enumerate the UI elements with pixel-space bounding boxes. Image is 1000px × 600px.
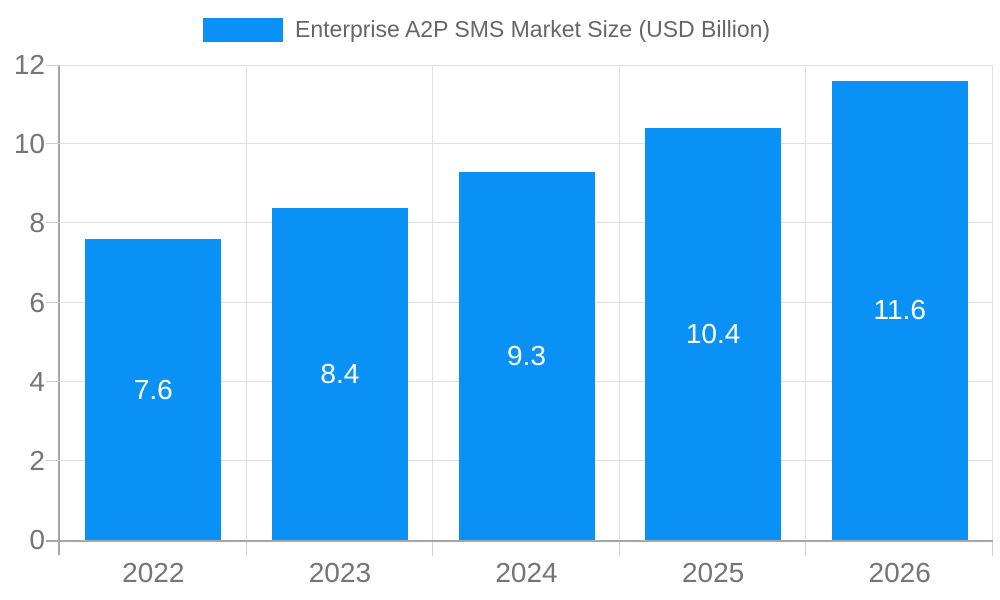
x-tick-label: 2024 bbox=[495, 557, 558, 588]
y-tick-mark bbox=[46, 381, 60, 382]
y-tick-label: 12 bbox=[13, 49, 45, 80]
legend[interactable]: Enterprise A2P SMS Market Size (USD Bill… bbox=[203, 16, 770, 43]
y-tick-mark bbox=[46, 65, 60, 66]
bar-value-label: 11.6 bbox=[873, 294, 926, 326]
x-tick-label: 2023 bbox=[308, 557, 372, 588]
gridline-vertical bbox=[805, 65, 806, 540]
bar-value-label: 7.6 bbox=[133, 373, 173, 405]
bar-2024[interactable]: 9.3 bbox=[458, 171, 595, 540]
legend-label: Enterprise A2P SMS Market Size (USD Bill… bbox=[295, 16, 771, 42]
y-tick-label: 2 bbox=[29, 445, 45, 476]
plot-area: 0 2 4 6 8 10 12 2022 7.6 2023 8.4 2024 9.3 2025 10.4 20… bbox=[14, 50, 993, 588]
y-tick-mark bbox=[46, 302, 60, 303]
x-tick-label: 2022 bbox=[122, 557, 185, 588]
y-tick-mark bbox=[46, 222, 60, 223]
x-tick-mark bbox=[432, 542, 433, 556]
y-tick-label: 4 bbox=[29, 366, 45, 397]
gridline-vertical bbox=[992, 65, 993, 540]
y-tick-mark bbox=[46, 143, 60, 144]
bar-2022[interactable]: 7.6 bbox=[85, 239, 222, 540]
gridline-vertical bbox=[432, 65, 433, 540]
y-axis-line bbox=[58, 65, 60, 555]
gridline-vertical bbox=[246, 65, 247, 540]
x-tick-mark bbox=[992, 542, 993, 556]
y-tick-label: 0 bbox=[29, 524, 45, 555]
y-tick-mark bbox=[46, 460, 60, 461]
bar-value-label: 9.3 bbox=[507, 339, 546, 371]
bar-value-label: 8.4 bbox=[320, 357, 360, 389]
x-tick-mark bbox=[246, 542, 247, 556]
x-tick-mark bbox=[805, 542, 806, 556]
gridline-horizontal bbox=[60, 143, 993, 144]
gridline-vertical bbox=[619, 65, 620, 540]
x-tick-label: 2026 bbox=[868, 557, 931, 588]
x-axis-line bbox=[46, 540, 993, 542]
y-tick-label: 6 bbox=[29, 287, 45, 318]
bar-2023[interactable]: 8.4 bbox=[271, 207, 408, 540]
bar-2025[interactable]: 10.4 bbox=[645, 128, 782, 540]
y-tick-label: 10 bbox=[13, 128, 45, 159]
x-tick-mark bbox=[619, 542, 620, 556]
bar-2026[interactable]: 11.6 bbox=[831, 80, 968, 540]
x-tick-label: 2025 bbox=[681, 557, 745, 588]
gridline-horizontal bbox=[60, 65, 993, 66]
y-tick-label: 8 bbox=[29, 207, 45, 238]
legend-swatch bbox=[203, 17, 283, 42]
bar-value-label: 10.4 bbox=[685, 318, 741, 350]
